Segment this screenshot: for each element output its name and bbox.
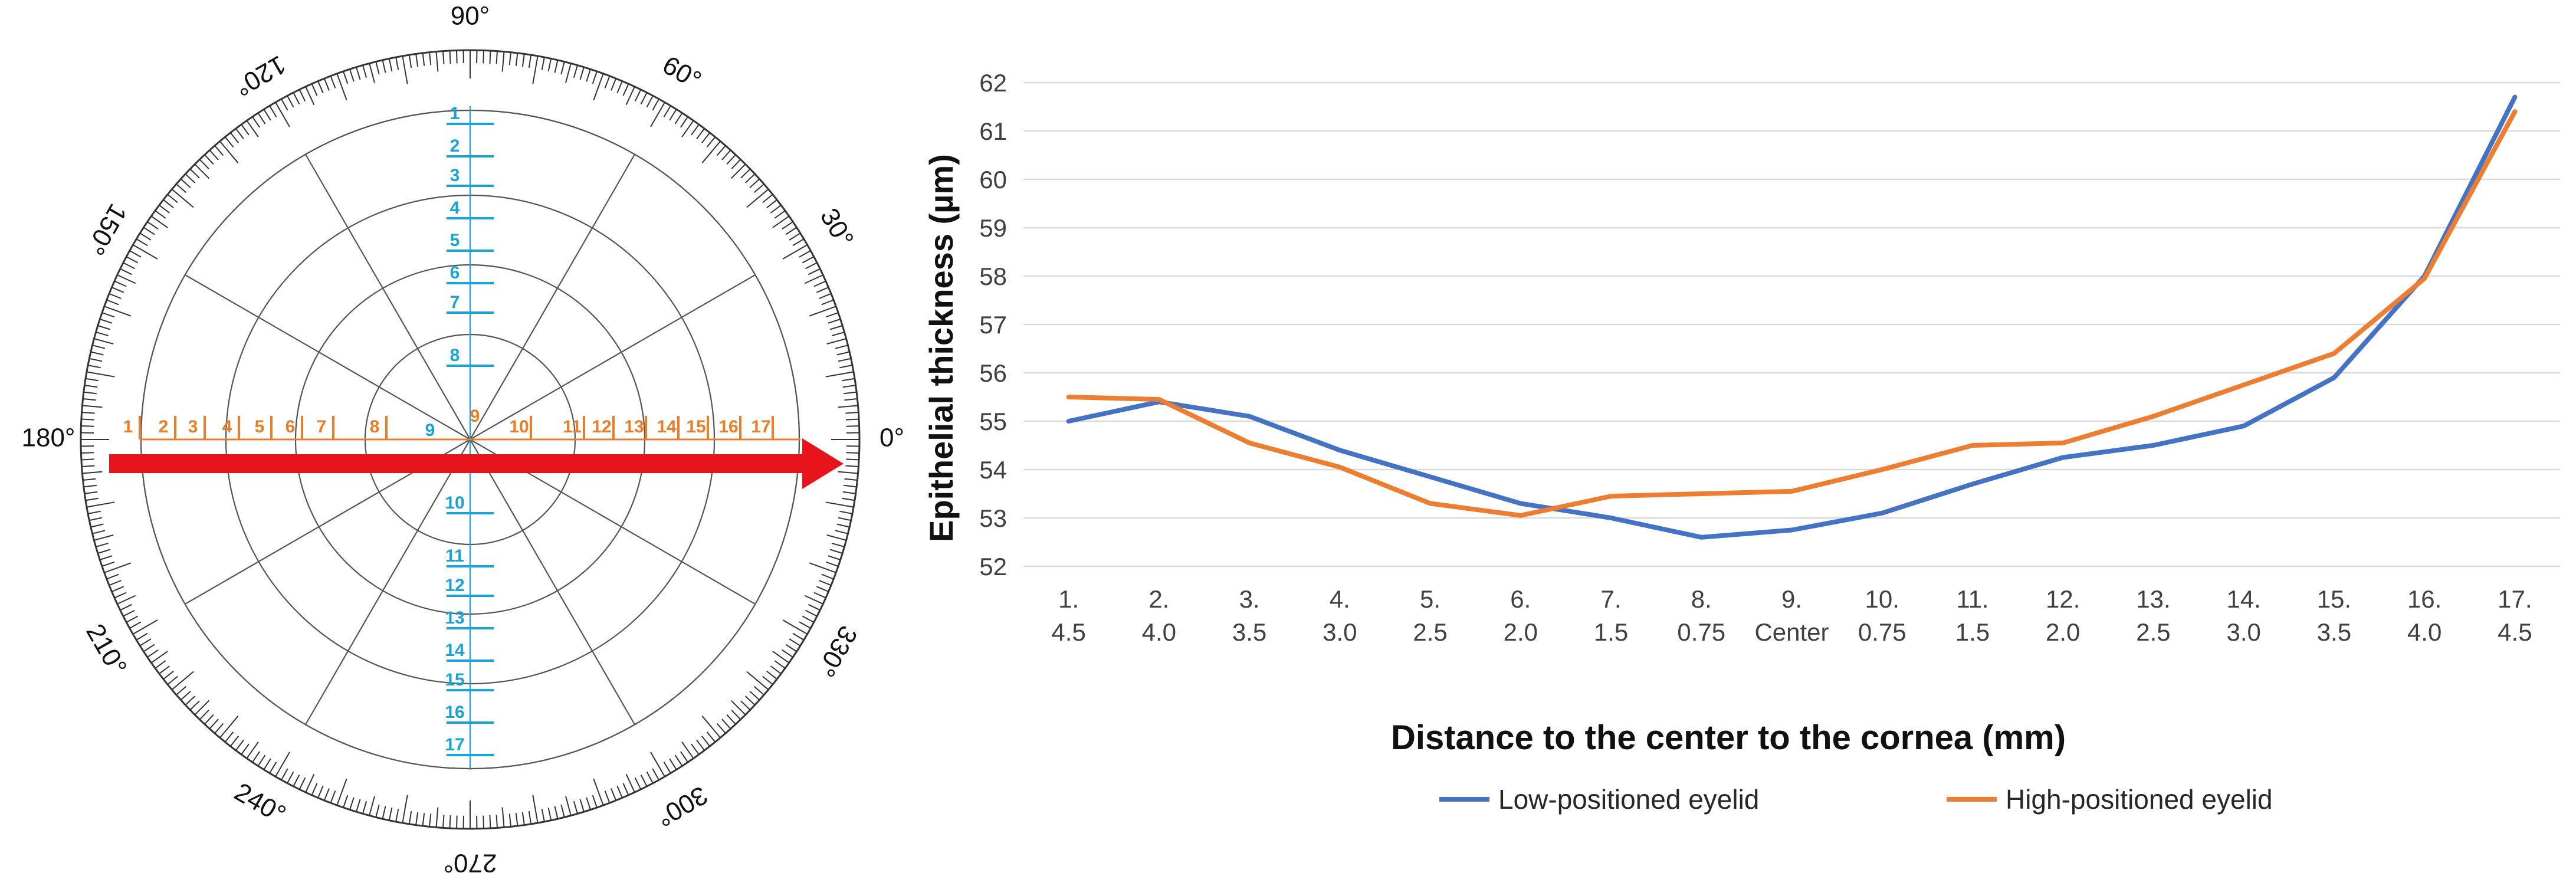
- horizontal-point-label: 7: [317, 417, 327, 437]
- arrow-shaft: [109, 454, 808, 473]
- x-tick-label: 7. 1.5: [1594, 585, 1628, 646]
- vertical-point-label: 14: [445, 641, 465, 660]
- gridlines: [1023, 81, 2560, 567]
- vertical-point-label: 6: [450, 263, 460, 283]
- legend-label: Low-positioned eyelid: [1498, 784, 1759, 815]
- x-tick-label: 3. 3.5: [1232, 585, 1266, 646]
- angle-label: 180°: [21, 424, 75, 452]
- horizontal-point-label: 15: [686, 417, 705, 437]
- series-line-high-positioned: [1066, 109, 2518, 518]
- legend: Low-positioned eyelid High-positioned eye…: [1439, 784, 2273, 815]
- y-tick-label: 53: [979, 504, 1007, 532]
- horizontal-point-label: 11: [563, 417, 582, 437]
- y-tick-label: 52: [979, 553, 1007, 580]
- angle-label: 150°: [80, 199, 132, 260]
- angle-label: 270°: [443, 848, 497, 876]
- horizontal-point-label: 14: [657, 417, 677, 437]
- y-tick-label: 57: [979, 311, 1007, 339]
- horizontal-point-label: 2: [159, 417, 169, 437]
- x-tick-labels: 1. 4.5 2. 4.0 3. 3.5 4. 3.0 5. 2.5 6. 2.0 7. 1.5 8. 0.7…: [1051, 585, 2532, 646]
- x-tick-label: 1. 4.5: [1051, 585, 1085, 646]
- x-tick-label: 6. 2.0: [1504, 585, 1538, 646]
- y-axis-label: Epithelial thickness (µm): [923, 154, 960, 542]
- horizontal-point-label: 8: [370, 417, 380, 437]
- x-tick-label: 8. 0.75: [1677, 585, 1725, 646]
- vertical-point-label: 8: [450, 346, 460, 365]
- horizontal-point-label: 10: [509, 417, 529, 437]
- horizontal-point-label: 16: [718, 417, 738, 437]
- horizontal-point-label: 5: [255, 417, 265, 437]
- vertical-point-label: 15: [445, 670, 464, 690]
- horizontal-point-label: 4: [222, 417, 232, 437]
- x-tick-label: 10. 0.75: [1858, 585, 1906, 646]
- vertical-point-label: 7: [450, 293, 460, 312]
- arrow-head: [802, 438, 844, 489]
- vertical-point-label: 16: [445, 703, 464, 722]
- vertical-point-label: 5: [450, 231, 460, 250]
- y-tick-label: 58: [979, 263, 1007, 290]
- y-tick-label: 60: [979, 166, 1007, 193]
- x-tick-label: 17. 4.5: [2498, 585, 2532, 646]
- horizontal-point-label: 17: [751, 417, 770, 437]
- angle-label: 90°: [451, 2, 490, 31]
- x-tick-label: 16. 4.0: [2407, 585, 2442, 646]
- y-tick-labels: 52 53 54 55 56 57 58 59 60 61 62: [979, 69, 1007, 580]
- horizontal-point-label: 3: [188, 417, 198, 437]
- horizontal-point-label: 9: [470, 406, 480, 426]
- vertical-point-label: 2: [450, 136, 460, 156]
- angle-label: 120°: [229, 50, 290, 101]
- angle-label: 210°: [80, 619, 132, 680]
- horizontal-point-label: 1: [123, 417, 133, 437]
- x-tick-label: 14. 3.0: [2226, 585, 2260, 646]
- x-tick-label: 9. Center: [1754, 585, 1829, 646]
- horizontal-point-label: 13: [624, 417, 644, 437]
- vertical-point-label: 10: [445, 493, 464, 513]
- vertical-point-label: 12: [445, 576, 464, 595]
- vertical-point-label: 1: [450, 104, 460, 123]
- vertical-point-label: 17: [445, 735, 464, 754]
- vertical-point-label: 3: [450, 166, 460, 185]
- degree-ticks: [81, 50, 859, 829]
- angle-label: 30°: [815, 204, 859, 252]
- angle-label: 240°: [229, 777, 290, 829]
- y-tick-label: 54: [979, 456, 1007, 484]
- vertical-point-label: 11: [445, 546, 464, 566]
- legend-label: High-positioned eyelid: [2006, 784, 2273, 815]
- horizontal-point-label: 6: [286, 417, 296, 437]
- x-tick-label: 4. 3.0: [1323, 585, 1357, 646]
- y-tick-label: 59: [979, 214, 1007, 242]
- y-tick-label: 55: [979, 408, 1007, 435]
- vertical-point-label: 9: [425, 421, 435, 440]
- series-lines: [1066, 94, 2518, 540]
- y-tick-label: 61: [979, 117, 1007, 145]
- horizontal-point-label: 12: [592, 417, 611, 437]
- x-tick-label: 15. 3.5: [2317, 585, 2351, 646]
- series-line-low-positioned: [1066, 94, 2518, 540]
- polar-measurement-diagram: 90° 60° 30° 0° 330° 300° 270° 240° 210° 180° 150° 1…: [21, 2, 904, 876]
- angle-label: 330°: [811, 621, 863, 681]
- vertical-point-label: 13: [445, 608, 464, 628]
- vertical-point-label: 4: [450, 198, 460, 218]
- x-tick-label: 12. 2.0: [2046, 585, 2080, 646]
- y-tick-label: 62: [979, 69, 1007, 97]
- x-tick-label: 2. 4.0: [1142, 585, 1176, 646]
- x-tick-label: 11. 1.5: [1955, 585, 1990, 646]
- direction-arrow: [109, 438, 844, 489]
- angle-label: 0°: [880, 424, 904, 452]
- angle-label: 300°: [651, 780, 712, 832]
- epithelial-thickness-line-chart: 52 53 54 55 56 57 58 59 60 61 62 1. 4.5 2. 4.0 3. 3.5 4.…: [923, 69, 2560, 815]
- x-tick-label: 13. 2.5: [2136, 585, 2170, 646]
- angle-label: 60°: [658, 50, 706, 95]
- y-tick-label: 56: [979, 359, 1007, 387]
- x-axis-label: Distance to the center to the cornea (mm…: [1391, 718, 2066, 757]
- x-tick-label: 5. 2.5: [1413, 585, 1447, 646]
